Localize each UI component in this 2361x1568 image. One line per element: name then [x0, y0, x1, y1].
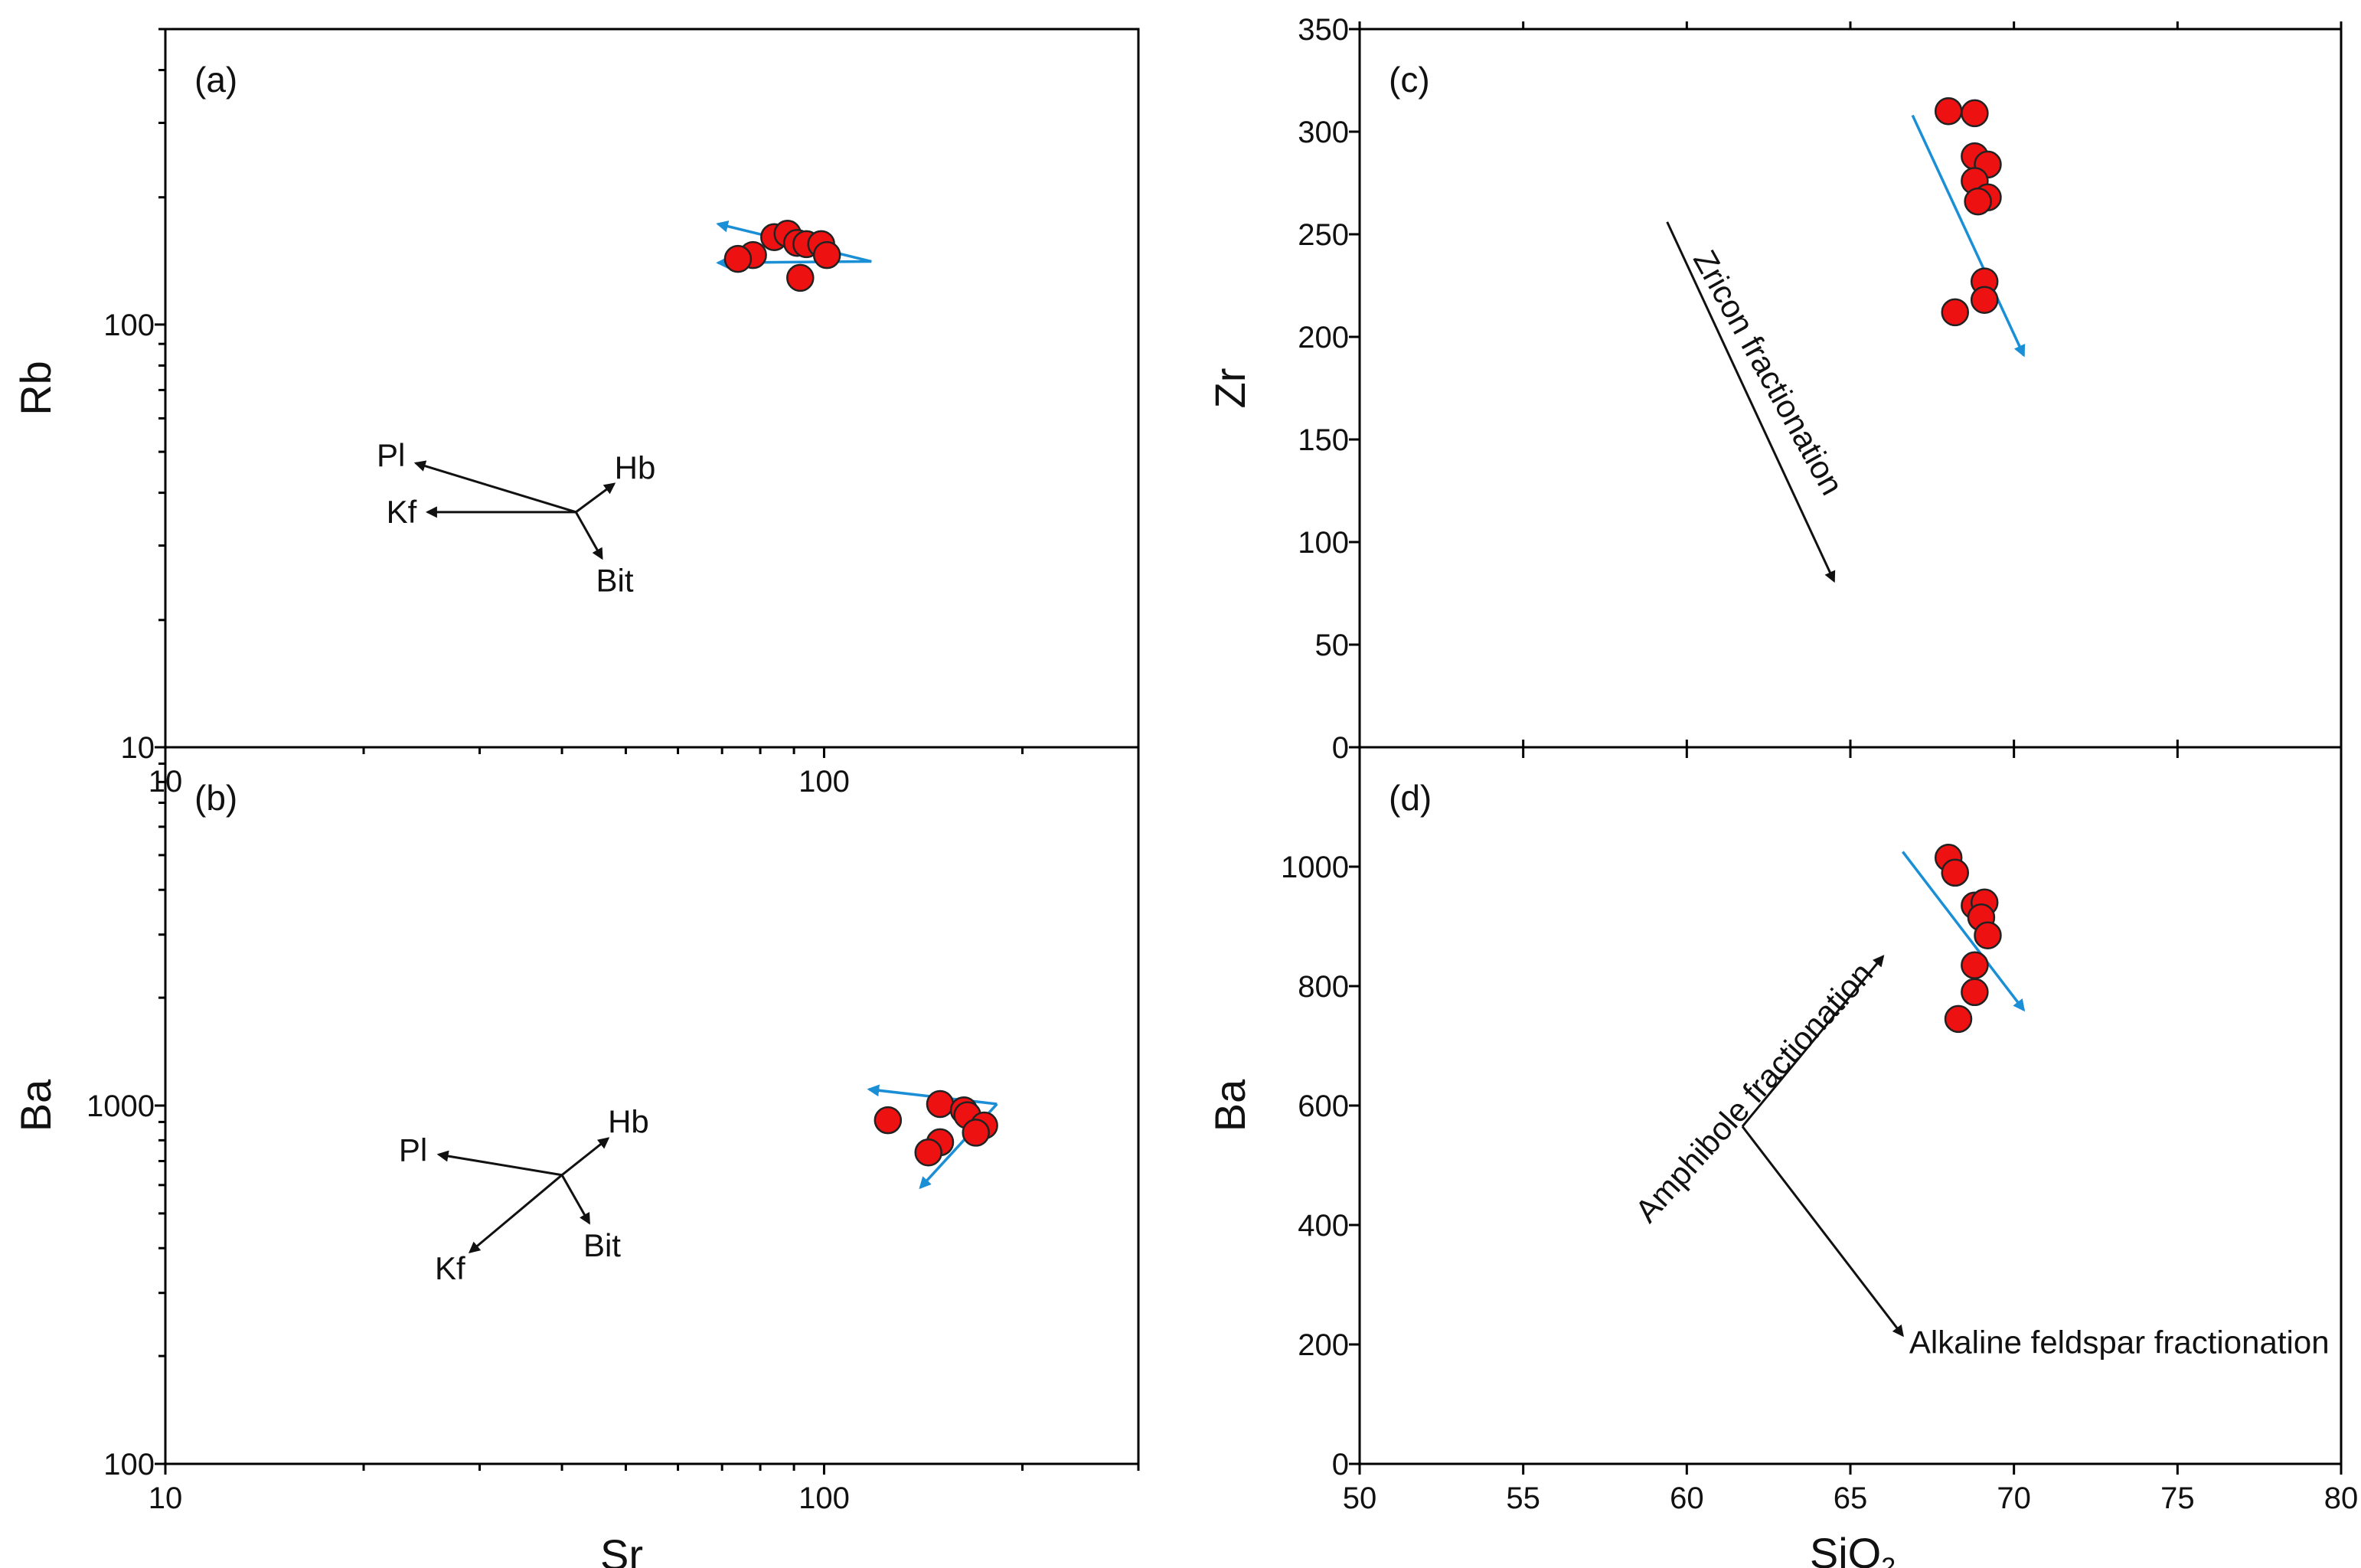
panel-label-a: (a) — [194, 60, 237, 100]
x-tick-label-d-1: 55 — [1506, 1481, 1540, 1515]
y-tick-label-c-0: 0 — [1332, 731, 1349, 765]
annotation-text-c-0: Zricon fractionation — [1687, 244, 1850, 501]
panel-d: 50 55 60 65 70 75 8002004006008001000Ba(d)Amph… — [1206, 740, 2358, 1515]
data-point-a-5 — [812, 240, 841, 270]
y-tick-label-c-7: 350 — [1298, 13, 1349, 47]
panel-c: 0 50 100 150 200 250 300 350 Zr (c) Zricon fractio… — [1206, 13, 2343, 765]
plot-frame-c — [1358, 28, 2343, 749]
panel-label-d: (d) — [1389, 778, 1432, 818]
data-point-b-4 — [962, 1119, 990, 1147]
x-axis-title-sio2: SiO2 — [1810, 1529, 1896, 1568]
vector-label-pl-a: Pl — [377, 437, 405, 473]
vector-label-kf-a: Kf — [387, 494, 417, 530]
y-axis-title-b: Ba — [11, 1079, 60, 1132]
x-tick-label-d-2: 60 — [1670, 1481, 1704, 1515]
annotation-arrow-d-1 — [1741, 1125, 1904, 1338]
y-tick-label-d-5: 1000 — [1281, 851, 1349, 884]
data-point-d-8 — [1944, 1004, 1973, 1034]
data-point-b-6 — [914, 1138, 942, 1167]
data-point-c-9 — [1941, 298, 1969, 327]
vector-label-pl-b: Pl — [399, 1132, 427, 1168]
data-point-d-6 — [1961, 951, 1989, 979]
y-axis-title-d: Ba — [1206, 1079, 1254, 1132]
annotation-text-d-1: Alkaline feldspar fractionation — [1909, 1325, 2330, 1361]
trend-arrow-d-0 — [1901, 851, 2026, 1012]
y-tick-label-c-3: 150 — [1298, 423, 1349, 457]
vector-arrow-pl-a — [413, 460, 576, 514]
y-tick-label-b-0: 100 — [103, 1448, 155, 1481]
panel-label-c: (c) — [1389, 60, 1430, 100]
vector-label-kf-b: Kf — [435, 1250, 465, 1286]
y-tick-label-c-1: 50 — [1315, 629, 1350, 662]
annotation-arrow-c-0 — [1666, 221, 1836, 583]
x-tick-label-d-6: 80 — [2324, 1481, 2359, 1515]
y-tick-label-b-1: 1000 — [87, 1089, 155, 1123]
data-point-c-1 — [1961, 99, 1989, 128]
y-axis-title-a: Rb — [11, 361, 60, 416]
y-tick-label-c-4: 200 — [1298, 321, 1349, 354]
x-tick-label-d-3: 65 — [1834, 1481, 1868, 1515]
data-point-b-7 — [874, 1106, 903, 1135]
data-point-a-7 — [723, 244, 753, 273]
annotation-arrow-d-0 — [1741, 955, 1885, 1128]
plot-frame-b — [164, 746, 1140, 1465]
y-tick-label-d-1: 200 — [1298, 1328, 1349, 1362]
vector-arrow-hb-b — [561, 1137, 610, 1176]
y-tick-label-d-3: 600 — [1298, 1089, 1349, 1123]
data-point-d-7 — [1961, 978, 1989, 1007]
x-axis-title-sio2-subscript: 2 — [1881, 1553, 1896, 1568]
x-axis-title-sio2-main: SiO — [1810, 1529, 1881, 1568]
vector-label-hb-a: Hb — [615, 450, 656, 486]
y-tick-label-d-0: 0 — [1332, 1448, 1349, 1481]
vector-arrow-bit-a — [574, 511, 603, 560]
panel-label-b: (b) — [194, 778, 237, 818]
x-tick-label-b-1: 100 — [798, 1481, 850, 1515]
y-tick-label-d-2: 400 — [1298, 1209, 1349, 1243]
vector-arrow-pl-b — [436, 1150, 563, 1177]
vector-label-bit-a: Bit — [596, 563, 633, 599]
vector-arrow-kf-b — [468, 1174, 563, 1253]
annotation-text-d-0: Amphibole fractionation — [1628, 956, 1880, 1230]
data-point-c-0 — [1934, 96, 1963, 126]
x-tick-label-a-1: 100 — [798, 765, 850, 799]
plot-frame-a — [164, 28, 1140, 749]
data-point-d-1 — [1941, 858, 1969, 887]
y-tick-label-c-2: 100 — [1298, 526, 1349, 560]
y-tick-label-a-0: 10 — [121, 731, 155, 765]
data-point-a-8 — [786, 263, 815, 292]
x-axis-title-sr: Sr — [600, 1530, 643, 1568]
vector-label-hb-b: Hb — [608, 1104, 649, 1140]
x-tick-label-d-5: 75 — [2160, 1481, 2195, 1515]
data-point-b-0 — [926, 1089, 955, 1119]
x-tick-label-b-0: 10 — [149, 1481, 183, 1515]
y-tick-label-c-5: 250 — [1298, 218, 1349, 252]
data-point-c-8 — [1970, 286, 1999, 315]
y-tick-label-a-1: 100 — [103, 309, 155, 342]
vector-arrow-bit-b — [560, 1174, 590, 1225]
data-point-d-5 — [1974, 921, 2002, 949]
x-tick-label-d-0: 50 — [1343, 1481, 1377, 1515]
x-tick-label-d-4: 70 — [1997, 1481, 2031, 1515]
data-point-c-6 — [1964, 187, 1992, 216]
vector-arrow-hb-a — [575, 482, 616, 514]
y-axis-title-c: Zr — [1206, 368, 1254, 409]
y-tick-label-d-4: 800 — [1298, 970, 1349, 1004]
trend-arrow-c-0 — [1911, 114, 2026, 358]
y-tick-label-c-6: 300 — [1298, 116, 1349, 149]
vector-label-bit-b: Bit — [583, 1227, 621, 1263]
